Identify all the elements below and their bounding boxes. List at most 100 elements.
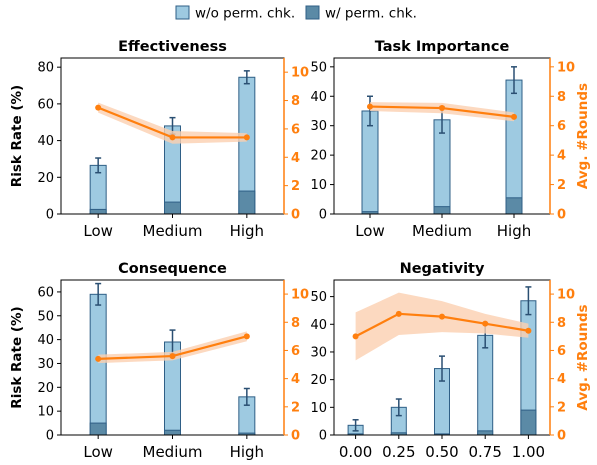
x-tick-label: 0.25	[382, 443, 415, 461]
left-axis-label: Risk Rate (%)	[9, 85, 25, 187]
right-tick-label: 2	[557, 400, 566, 415]
right-tick-label: 10	[291, 66, 309, 81]
right-tick-label: 4	[291, 151, 300, 166]
right-tick-label: 10	[557, 288, 575, 303]
left-tick-label: 30	[310, 345, 327, 360]
left-tick-label: 60	[37, 285, 54, 300]
bar-with-perm-check	[520, 409, 537, 436]
panel-title: Task Importance	[375, 39, 510, 55]
left-tick-label: 0	[46, 429, 54, 444]
bar-with-perm-check	[89, 422, 107, 436]
left-tick-label: 50	[37, 309, 54, 324]
right-tick-label: 0	[557, 429, 566, 444]
rounds-point	[395, 310, 402, 317]
bar-without-perm-check	[89, 293, 107, 436]
left-tick-label: 40	[37, 134, 54, 149]
panel-effectiveness: Effectiveness 0 20 40 60 80 0 2 4 6 8 10 Low Medium Hi…	[9, 39, 309, 240]
panel-title: Negativity	[400, 261, 485, 277]
left-tick-label: 30	[310, 119, 327, 134]
right-tick-label: 10	[291, 288, 309, 303]
panel-negativity: Negativity 0 10 20 30 40 50 0 2 4 6 8 10 0.00 0.25 0.50…	[310, 261, 591, 461]
right-tick-label: 0	[557, 208, 566, 223]
right-tick-label: 2	[291, 400, 300, 415]
rounds-point	[95, 355, 102, 362]
right-tick-label: 8	[291, 94, 300, 109]
right-tick-label: 2	[557, 178, 566, 193]
right-tick-label: 0	[291, 429, 300, 444]
bar-with-perm-check	[477, 430, 494, 436]
x-tick-label: 0.75	[468, 443, 501, 461]
panel-title: Effectiveness	[118, 39, 227, 55]
rounds-point	[439, 105, 445, 112]
left-tick-label: 10	[37, 405, 54, 420]
right-tick-label: 6	[557, 119, 566, 134]
rounds-point	[511, 113, 517, 120]
rounds-confidence-band	[98, 102, 247, 144]
left-tick-label: 40	[310, 318, 327, 333]
right-tick-label: 6	[291, 122, 300, 137]
legend-swatch-dark	[305, 5, 320, 20]
legend-swatch-light	[175, 5, 190, 20]
rounds-point	[367, 103, 373, 110]
panel-task-importance: Task Importance 0 10 20 30 40 50 0 2 4 6 8 10 Low Medi…	[310, 39, 591, 240]
bar-without-perm-check	[477, 334, 494, 436]
rounds-point	[169, 134, 176, 141]
right-tick-label: 10	[557, 60, 575, 75]
rounds-confidence-band	[98, 331, 247, 364]
x-tick-label: Medium	[412, 222, 472, 240]
right-tick-label: 2	[291, 179, 300, 194]
legend-label-light: w/o perm. chk.	[195, 6, 295, 22]
x-tick-label: Low	[83, 222, 113, 240]
x-tick-label: 1.00	[512, 443, 545, 461]
right-tick-label: 6	[291, 344, 300, 359]
bar-with-perm-check	[89, 208, 107, 215]
left-tick-label: 30	[37, 357, 54, 372]
rounds-point	[243, 134, 250, 141]
rounds-point	[525, 327, 532, 334]
right-axis-label: Avg. #Rounds	[575, 304, 591, 410]
x-tick-label: 0.50	[425, 443, 458, 461]
left-tick-label: 10	[310, 401, 327, 416]
left-axis-label: Risk Rate (%)	[9, 306, 25, 408]
x-tick-label: High	[230, 443, 264, 461]
left-tick-label: 40	[310, 90, 327, 105]
bar-with-perm-check	[433, 206, 451, 215]
bar-without-perm-check	[505, 79, 523, 215]
bar-with-perm-check	[164, 201, 181, 215]
rounds-point	[482, 320, 489, 327]
right-tick-label: 8	[557, 90, 566, 105]
rounds-point	[352, 333, 359, 340]
bar-with-perm-check	[238, 190, 256, 215]
right-tick-label: 6	[557, 344, 566, 359]
rounds-point	[169, 353, 176, 360]
panel-title: Consequence	[118, 261, 227, 277]
right-axis-label: Avg. #Rounds	[575, 83, 591, 189]
rounds-point	[439, 313, 445, 320]
x-tick-label: 0.00	[339, 443, 372, 461]
left-tick-label: 10	[310, 178, 327, 193]
left-tick-label: 0	[319, 208, 327, 223]
x-tick-label: Medium	[143, 443, 203, 461]
left-tick-label: 0	[46, 208, 54, 223]
right-tick-label: 8	[291, 316, 300, 331]
left-tick-label: 60	[37, 97, 54, 112]
right-tick-label: 0	[291, 208, 300, 223]
rounds-confidence-band	[355, 292, 529, 361]
right-tick-label: 8	[557, 316, 566, 331]
left-tick-label: 20	[37, 171, 54, 186]
left-tick-label: 0	[319, 429, 327, 444]
left-tick-label: 20	[310, 373, 327, 388]
right-tick-label: 4	[291, 372, 300, 387]
left-tick-label: 40	[37, 333, 54, 348]
bar-without-perm-check	[433, 119, 451, 215]
x-tick-label: High	[230, 222, 264, 240]
right-tick-label: 4	[557, 372, 566, 387]
left-tick-label: 20	[37, 381, 54, 396]
rounds-point	[243, 333, 250, 340]
legend: w/o perm. chk. w/ perm. chk.	[175, 5, 417, 22]
x-tick-label: Low	[355, 222, 385, 240]
x-tick-label: Medium	[143, 222, 203, 240]
x-tick-label: High	[497, 222, 531, 240]
left-tick-label: 50	[310, 290, 327, 305]
